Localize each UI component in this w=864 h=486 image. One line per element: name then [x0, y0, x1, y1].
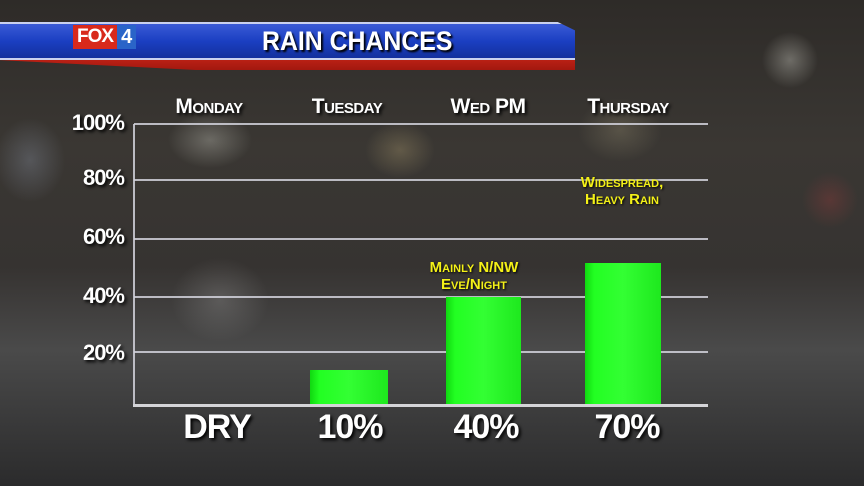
logo-number: 4: [117, 25, 137, 49]
day-label-tuesday: Tuesday: [311, 95, 383, 118]
day-label-wed-pm: Wed PM: [450, 95, 527, 118]
y-tick-60: 60%: [82, 224, 125, 249]
y-axis-line: [133, 124, 135, 406]
y-tick-100: 100%: [71, 110, 125, 135]
value-label-thursday: 70%: [594, 408, 660, 446]
note-thu-line2: Heavy Rain: [585, 191, 659, 208]
note-wed-line1: Mainly N/NW: [429, 259, 519, 276]
bar-thursday: [585, 263, 661, 405]
page-title: RAIN CHANCES: [262, 26, 453, 56]
value-label-monday: DRY: [183, 408, 252, 446]
y-tick-80: 80%: [82, 165, 125, 190]
gridline-60: [134, 238, 708, 240]
day-label-monday: Monday: [175, 95, 243, 118]
fox4-logo: FOX 4: [73, 25, 137, 49]
gridline-80: [134, 179, 708, 181]
note-wed-line2: Eve/Night: [441, 276, 507, 293]
gridline-40: [134, 296, 708, 298]
value-label-wed-pm: 40%: [453, 408, 519, 446]
y-tick-40: 40%: [82, 283, 125, 308]
day-label-thursday: Thursday: [587, 95, 669, 118]
note-thu-line1: Widespread,: [580, 174, 664, 191]
bar-wed-pm: [446, 297, 521, 405]
x-axis-baseline: [133, 404, 708, 407]
logo-fox-text: FOX: [73, 25, 118, 49]
gridline-20: [134, 351, 708, 353]
note-wed-pm: Mainly N/NW Eve/Night: [399, 259, 549, 293]
gridline-100: [134, 123, 708, 125]
value-label-tuesday: 10%: [317, 408, 383, 446]
bar-tuesday: [310, 370, 388, 405]
note-thursday: Widespread, Heavy Rain: [547, 174, 697, 208]
y-tick-20: 20%: [82, 340, 125, 365]
